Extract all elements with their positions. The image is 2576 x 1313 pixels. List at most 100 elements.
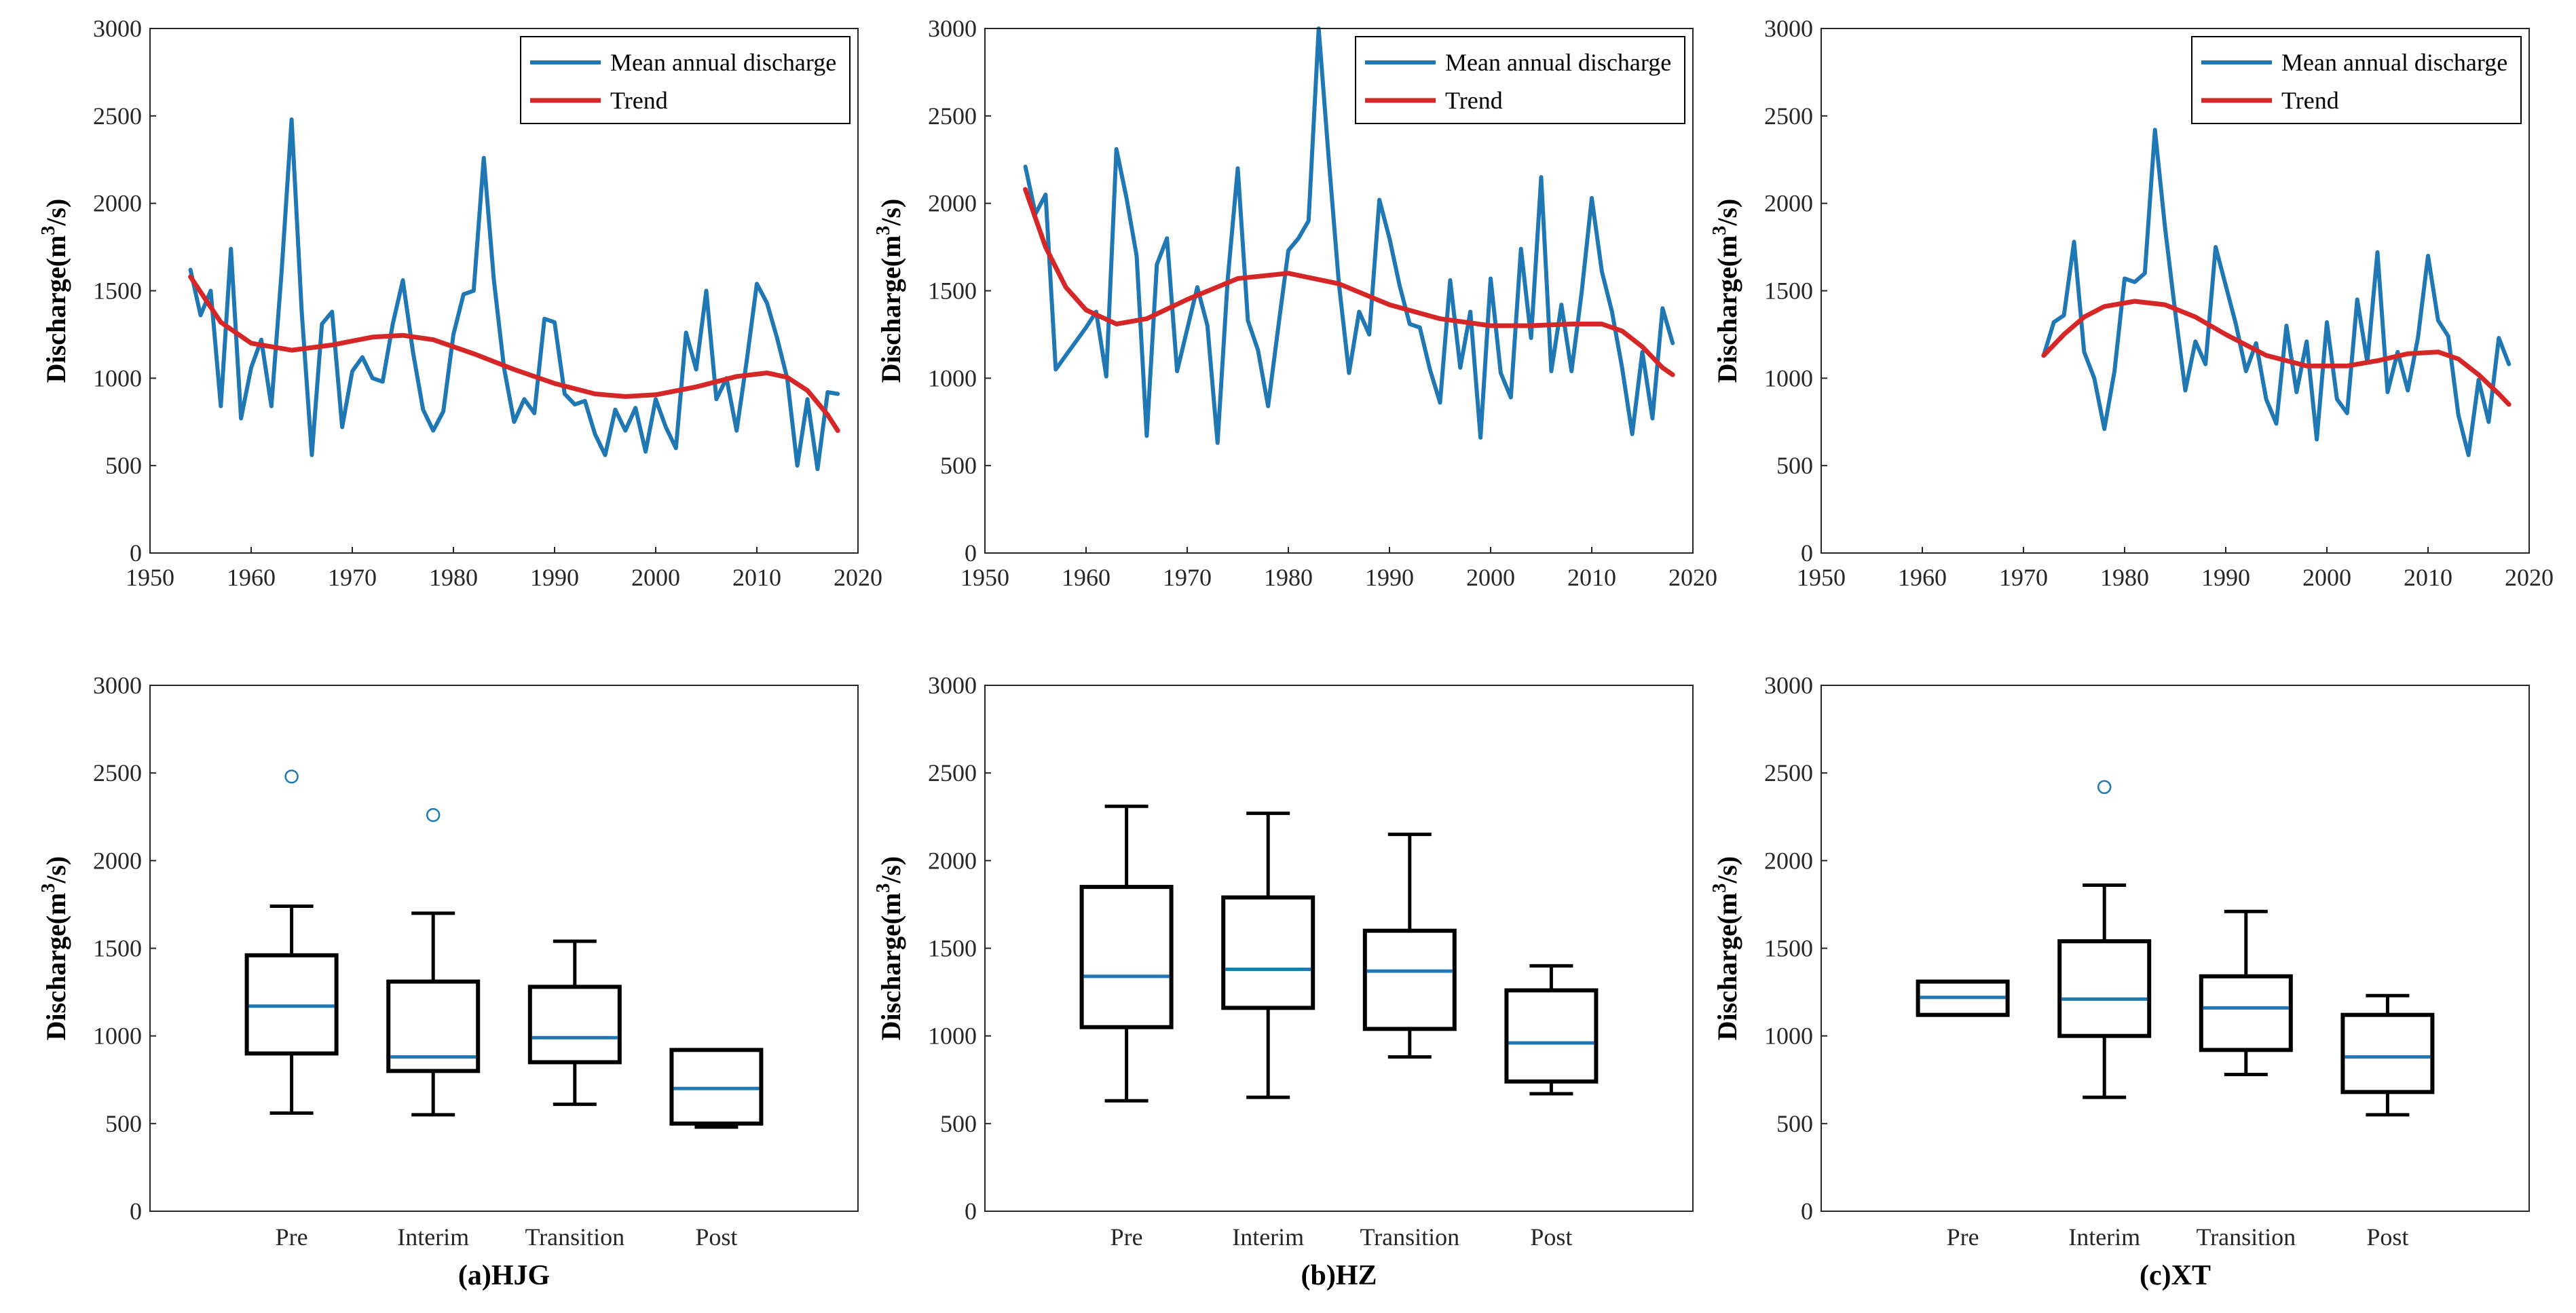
iqr-box [2340,1012,2435,1095]
y-axis-label: Discharge(m3/s) [1709,199,1742,383]
x-category-label: Interim [397,1223,469,1251]
iqr-box [1079,885,1174,1029]
legend-label: Mean annual discharge [1445,49,1671,76]
x-tick-label: 1950 [126,564,174,591]
line-panel-hjg: 0 500 1000 1500 2000 2500 3000 1950 1960 1970 1980… [38,15,882,591]
x-category-label: Post [2366,1223,2408,1251]
plot-frame [149,685,859,1212]
y-tick-label: 3000 [1764,672,1813,699]
y-tick-label: 2500 [928,759,977,786]
iqr-box [527,985,622,1065]
legend: Mean annual discharge Trend [520,36,851,124]
y-tick-label: 0 [1801,539,1813,567]
x-category-label: Interim [1232,1223,1304,1251]
x-tick-label: 1970 [1999,564,2048,591]
x-tick-label: 2000 [631,564,680,591]
box-interim [386,807,481,1117]
panel-caption: (b)HZ [1301,1260,1377,1291]
x-tick-label: 2020 [834,564,882,591]
y-tick-label: 2500 [1764,102,1813,130]
x-tick-label: 1960 [1062,564,1110,591]
x-tick-label: 1970 [1163,564,1212,591]
x-tick-label: 2010 [732,564,781,591]
x-category-label: Interim [2068,1223,2140,1251]
y-tick-label: 2000 [928,190,977,217]
outlier-point [2097,780,2112,795]
x-tick-label: 2000 [1466,564,1515,591]
x-category-label: Post [1530,1223,1572,1251]
iqr-box [2199,974,2293,1052]
box-interim [1221,812,1315,1099]
series-line-discharge [1023,26,1675,445]
y-tick-label: 1000 [93,1023,142,1050]
y-tick-label: 2000 [93,190,142,217]
y-tick-label: 500 [940,452,977,479]
iqr-box [386,979,481,1073]
legend: Mean annual discharge Trend [1355,36,1685,124]
x-tick-label: 1980 [429,564,478,591]
series-line-discharge [2041,128,2512,457]
y-tick-label: 3000 [928,15,977,42]
y-tick-label: 1500 [928,935,977,962]
line-panel-xt: 0 500 1000 1500 2000 2500 3000 1950 1960 1970 1980… [1709,15,2554,591]
y-tick-label: 3000 [93,15,142,42]
box-panel-hz: 0 500 1000 1500 2000 2500 3000 Pre Interim Transi… [873,672,1694,1291]
y-tick-label: 1500 [1764,278,1813,305]
y-tick-label: 500 [105,452,142,479]
legend-label: Mean annual discharge [610,49,836,76]
x-tick-label: 1960 [227,564,276,591]
y-tick-label: 2000 [928,847,977,874]
series-line-trend [1023,187,1675,377]
y-tick-label: 2000 [93,847,142,874]
box-post [2340,993,2435,1117]
box-pre [1079,804,1174,1103]
box-transition [2199,909,2293,1076]
y-tick-label: 1500 [93,278,142,305]
x-tick-label: 1990 [1365,564,1414,591]
y-tick-label: 500 [1776,1110,1813,1137]
y-tick-label: 0 [130,539,142,567]
iqr-box [1362,928,1457,1031]
x-tick-label: 1990 [2201,564,2250,591]
y-tick-label: 0 [1801,1198,1813,1225]
y-tick-label: 1500 [928,278,977,305]
y-tick-label: 1000 [928,364,977,392]
y-tick-label: 0 [130,1198,142,1225]
box-pre [244,769,339,1115]
legend-box [1355,36,1685,124]
y-tick-label: 500 [940,1110,977,1137]
x-category-label: Pre [1110,1223,1143,1251]
legend-box [520,36,851,124]
y-tick-label: 2500 [93,102,142,130]
iqr-box [1504,988,1599,1084]
outlier-point [284,769,299,784]
x-category-label: Transition [1360,1223,1459,1251]
y-axis-label: Discharge(m3/s) [38,856,71,1041]
box-panel-xt: 0 500 1000 1500 2000 2500 3000 Pre Interim Transi… [1709,672,2530,1291]
x-tick-label: 2020 [1668,564,1717,591]
box-post [669,1048,764,1129]
plot-frame [1821,685,2530,1212]
box-pre [1916,979,2010,1017]
iqr-box [244,953,339,1056]
y-axis-label: Discharge(m3/s) [873,199,906,383]
x-tick-label: 1950 [1797,564,1846,591]
box-panel-hjg: 0 500 1000 1500 2000 2500 3000 Pre Interim Transi… [38,672,859,1291]
x-category-label: Transition [525,1223,624,1251]
y-tick-label: 3000 [93,672,142,699]
x-tick-label: 1980 [1264,564,1313,591]
outlier-point [426,807,441,822]
legend-label: Trend [2281,87,2339,114]
y-tick-label: 3000 [928,672,977,699]
y-tick-label: 1500 [93,935,142,962]
iqr-box [1916,979,2010,1017]
y-tick-label: 0 [965,1198,977,1225]
y-tick-label: 0 [965,539,977,567]
iqr-box [2057,939,2152,1038]
box-transition [1362,833,1457,1059]
y-tick-label: 2500 [1764,759,1813,786]
y-axis-label: Discharge(m3/s) [1709,856,1742,1041]
line-panel-hz: 0 500 1000 1500 2000 2500 3000 1950 1960 1970 1980… [873,15,1717,591]
legend-box [2191,36,2522,124]
